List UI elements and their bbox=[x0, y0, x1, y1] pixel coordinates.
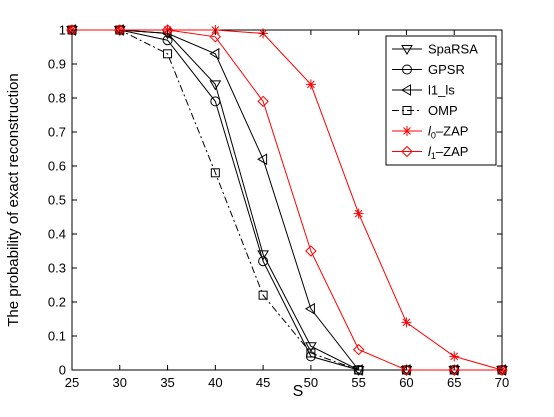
x-tick-label: 30 bbox=[113, 375, 127, 390]
y-axis-label: The probability of exact reconstruction bbox=[5, 73, 22, 326]
y-tick-label: 0.3 bbox=[48, 261, 66, 276]
x-tick-label: 50 bbox=[304, 375, 318, 390]
y-tick-label: 0.9 bbox=[48, 57, 66, 72]
legend-label: l0–ZAP bbox=[428, 124, 468, 141]
data-point bbox=[209, 47, 220, 60]
legend-marker bbox=[401, 145, 413, 158]
legend-marker bbox=[402, 106, 412, 115]
legend-label: GPSR bbox=[428, 62, 465, 77]
x-tick-label: 25 bbox=[65, 375, 79, 390]
y-tick-label: 0.7 bbox=[48, 125, 66, 140]
x-tick-label: 65 bbox=[447, 375, 461, 390]
legend-label: l1–ZAP bbox=[428, 144, 468, 161]
y-tick-label: 0 bbox=[59, 363, 66, 378]
data-point bbox=[258, 290, 268, 300]
x-tick-label: 60 bbox=[399, 375, 413, 390]
data-point bbox=[401, 317, 412, 328]
legend-box bbox=[385, 35, 497, 166]
data-point bbox=[257, 153, 268, 166]
data-point bbox=[306, 348, 316, 358]
data-point bbox=[257, 250, 269, 261]
legend-label: l1_ls bbox=[428, 83, 455, 98]
data-point bbox=[209, 80, 222, 91]
data-point bbox=[210, 168, 220, 178]
data-point bbox=[305, 245, 317, 257]
data-point bbox=[400, 364, 413, 376]
data-point bbox=[304, 302, 315, 315]
y-tick-label: 0.1 bbox=[48, 329, 66, 344]
data-point bbox=[209, 31, 222, 43]
y-tick-label: 0.2 bbox=[48, 295, 66, 310]
x-axis-label: S bbox=[293, 383, 304, 400]
data-point bbox=[257, 95, 269, 108]
y-tick-label: 0.6 bbox=[48, 159, 66, 174]
data-point bbox=[449, 351, 460, 362]
y-tick-label: 0.4 bbox=[48, 227, 66, 242]
x-tick-label: 35 bbox=[160, 375, 174, 390]
data-point bbox=[305, 79, 316, 90]
legend-label: OMP bbox=[428, 103, 458, 118]
data-point bbox=[258, 256, 269, 267]
y-tick-label: 0.8 bbox=[48, 91, 66, 106]
x-tick-label: 40 bbox=[208, 375, 222, 390]
data-point bbox=[353, 208, 364, 219]
x-tick-label: 45 bbox=[256, 375, 270, 390]
data-point bbox=[352, 343, 365, 356]
series-line bbox=[72, 29, 502, 371]
data-point bbox=[163, 49, 173, 59]
legend-marker bbox=[401, 45, 413, 55]
legend: SpaRSA GPSR l1_ls OMP l0–ZAP l1–ZAP bbox=[385, 35, 497, 166]
data-point bbox=[496, 364, 508, 376]
legend-label: SpaRSA bbox=[428, 42, 478, 57]
data-point bbox=[305, 342, 317, 353]
y-tick-label: 1 bbox=[59, 23, 66, 38]
data-point bbox=[210, 96, 221, 107]
legend-marker bbox=[401, 84, 411, 96]
y-tick-label: 0.5 bbox=[48, 193, 66, 208]
x-tick-label: 55 bbox=[351, 375, 365, 390]
axes-layer: 25 30 35 40 45 50 55 60 65 70 0 0.1 0.2 0.3 0.4 0.5 0.6 0… bbox=[48, 23, 509, 391]
legend-marker bbox=[402, 64, 412, 75]
legend-marker bbox=[402, 126, 412, 136]
x-tick-label: 70 bbox=[495, 375, 509, 390]
data-point bbox=[448, 364, 460, 376]
